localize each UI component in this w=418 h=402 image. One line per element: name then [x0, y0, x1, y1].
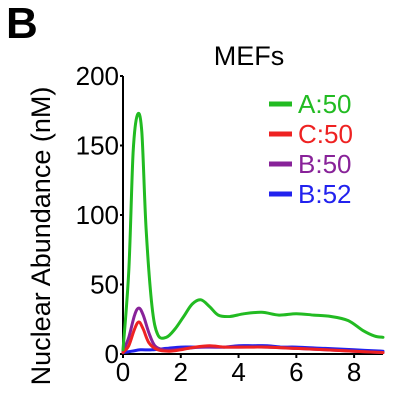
y-tick-label: 200: [76, 61, 119, 91]
x-tick-label: 4: [231, 357, 245, 387]
x-tick-label: 2: [174, 357, 188, 387]
legend-label-b-50: B:50: [298, 149, 352, 179]
y-tick-label: 0: [105, 339, 119, 369]
series-line-a-50: [121, 111, 385, 352]
legend: A:50C:50B:50B:52: [269, 89, 353, 209]
x-axis-ticks: 0 2 4 6 8: [116, 354, 361, 387]
y-tick-label: 50: [90, 270, 119, 300]
legend-label-b-52: B:52: [298, 179, 352, 209]
x-tick-label: 8: [347, 357, 361, 387]
y-axis-ticks: 0 50 100 150 200: [76, 61, 123, 369]
series-line-c-50: [121, 320, 385, 355]
chart-title: MEFs: [214, 41, 285, 71]
x-tick-label: 0: [116, 357, 130, 387]
plot-area: [121, 111, 385, 355]
y-tick-label: 100: [76, 200, 119, 230]
y-axis-label: Nuclear Abundance (nM): [26, 87, 56, 386]
x-tick-label: 6: [289, 357, 303, 387]
panel-label: B: [6, 0, 38, 48]
y-tick-label: 150: [76, 131, 119, 161]
legend-label-c-50: C:50: [298, 119, 353, 149]
legend-label-a-50: A:50: [298, 89, 352, 119]
